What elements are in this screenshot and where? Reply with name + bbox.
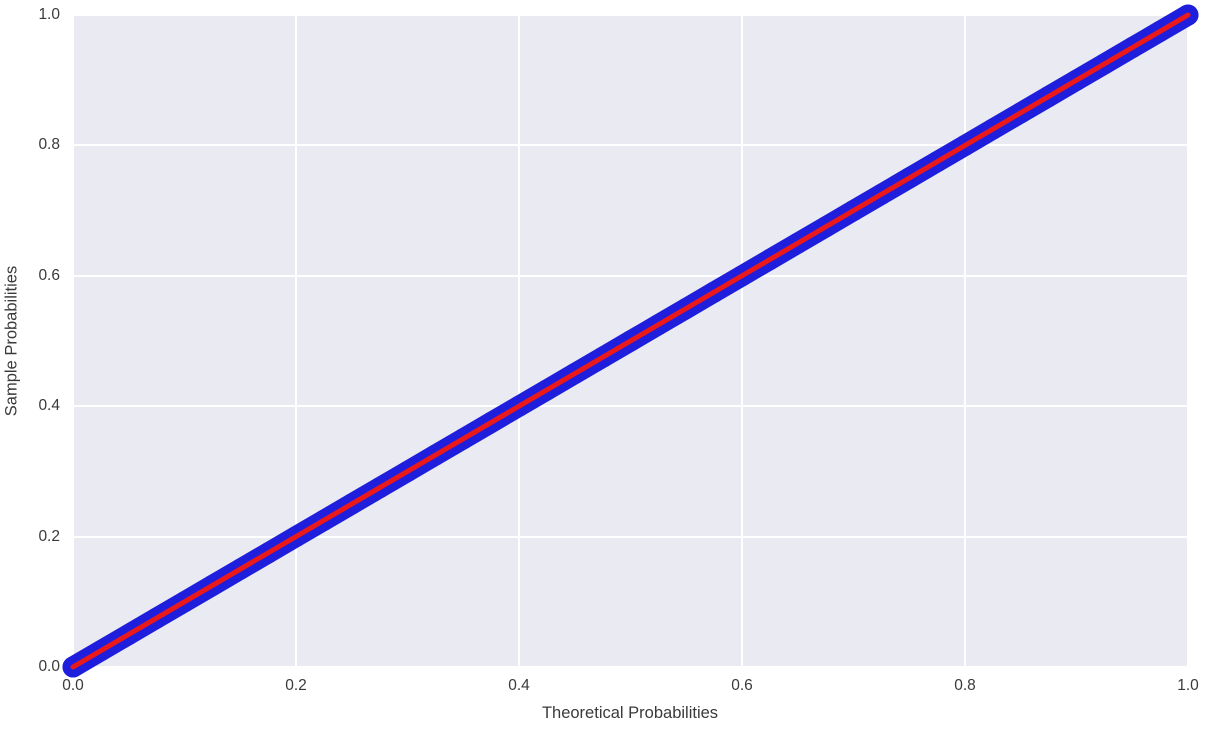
x-tick-label: 0.4 xyxy=(508,677,530,694)
x-tick-label: 1.0 xyxy=(1177,677,1199,694)
y-tick-label: 0.2 xyxy=(38,527,60,545)
y-tick-label: 1.0 xyxy=(38,6,60,23)
gridline-horizontal xyxy=(73,405,1188,408)
pp-plot-canvas xyxy=(62,4,1199,678)
x-axis-label: Theoretical Probabilities xyxy=(541,704,719,722)
x-tick-label: 0.6 xyxy=(731,677,753,694)
gridline-vertical xyxy=(295,15,297,667)
y-tick-label: 0.6 xyxy=(38,266,60,284)
y-axis-label: Sample Probabilities xyxy=(2,265,21,417)
gridline-horizontal xyxy=(73,14,1188,16)
gridline-horizontal xyxy=(73,535,1188,538)
gridline-horizontal xyxy=(73,274,1188,277)
plot-area xyxy=(62,4,1199,678)
reference-line xyxy=(70,12,1191,670)
gridline-vertical xyxy=(518,15,520,667)
x-tick-label: 0.0 xyxy=(62,677,84,694)
gridline-vertical xyxy=(741,15,743,667)
x-tick-label: 0.2 xyxy=(285,677,307,694)
gridline-vertical xyxy=(1187,15,1189,667)
gridline-vertical xyxy=(72,15,74,667)
gridline-horizontal xyxy=(73,144,1188,147)
x-tick-label: 0.8 xyxy=(954,677,976,694)
gridline-horizontal xyxy=(73,666,1188,668)
y-tick-label: 0.0 xyxy=(38,658,60,675)
y-tick-label: 0.4 xyxy=(38,397,60,415)
y-tick-label: 0.8 xyxy=(38,136,60,154)
gridline-vertical xyxy=(964,15,966,667)
